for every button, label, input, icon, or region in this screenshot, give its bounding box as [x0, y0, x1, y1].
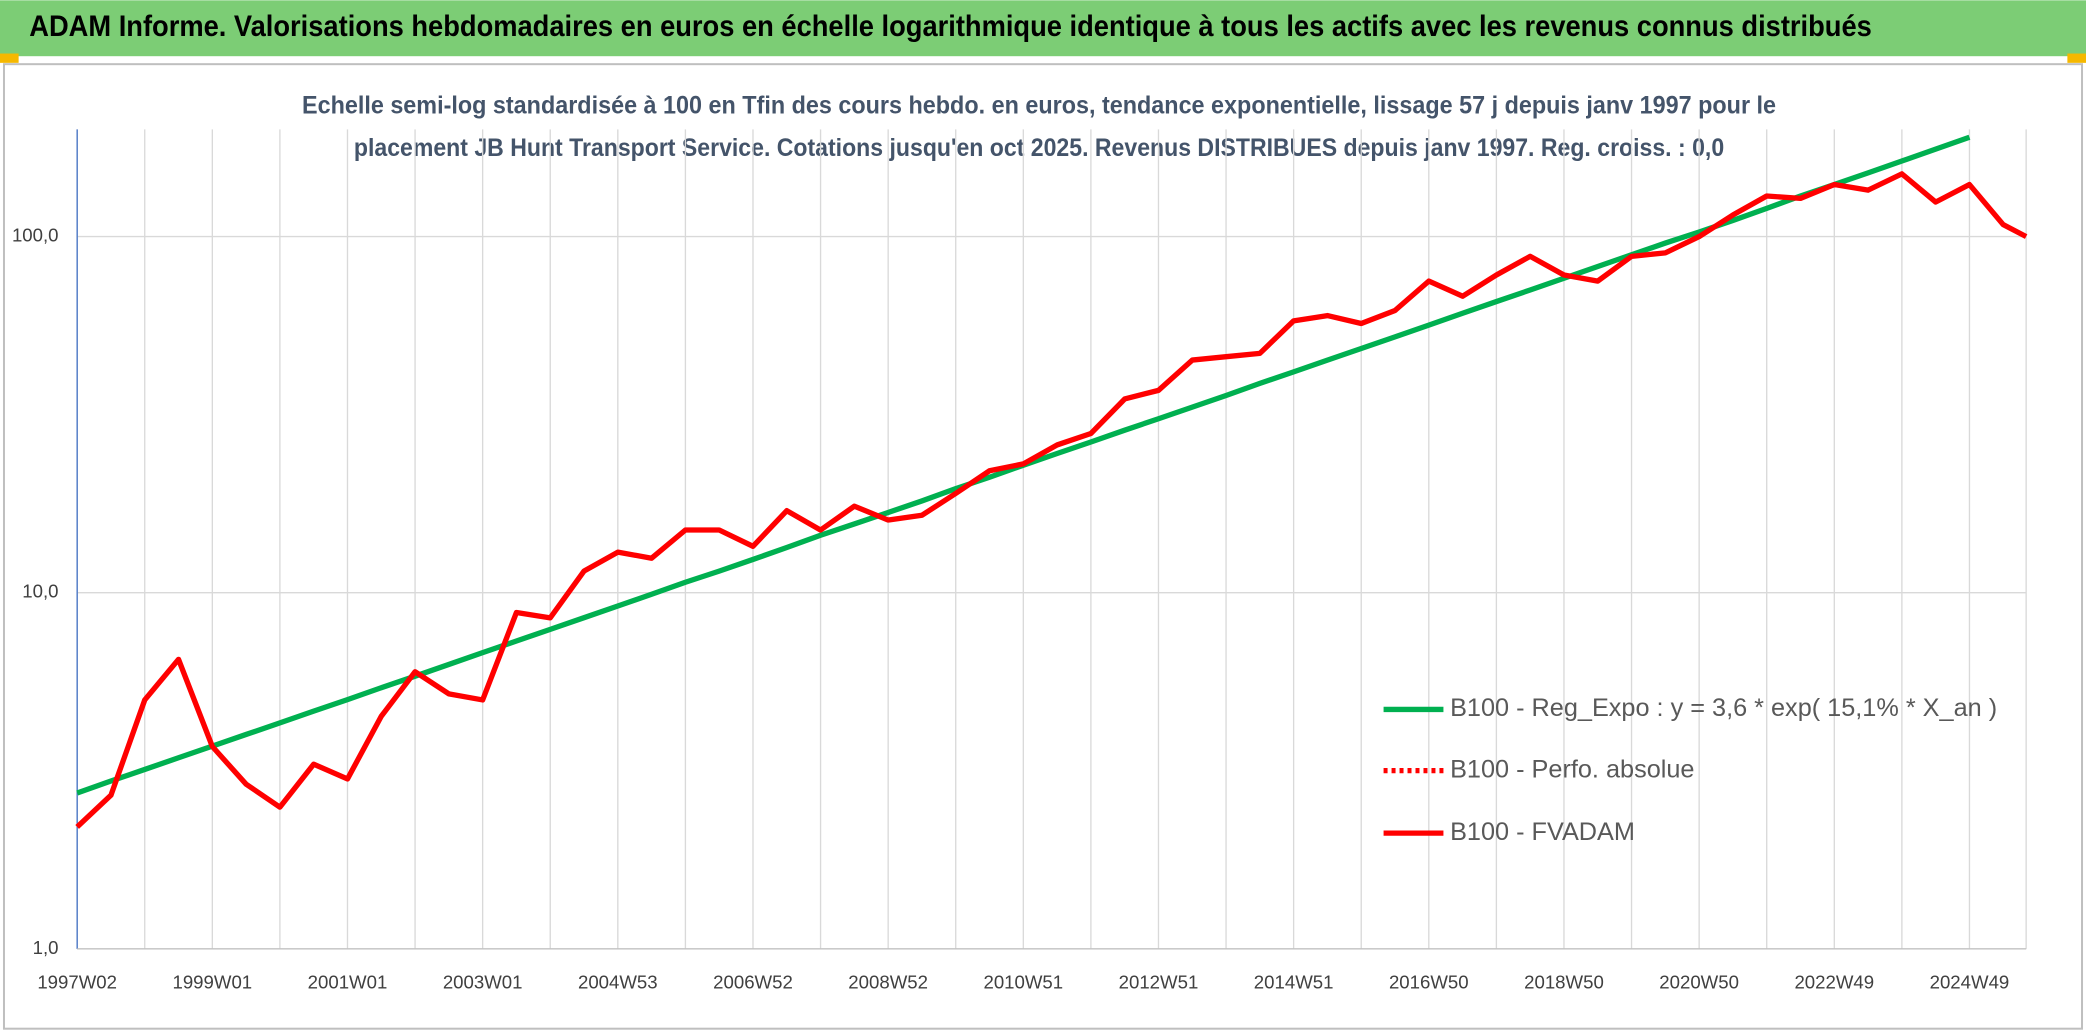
corner	[2067, 53, 2086, 63]
corner	[0, 53, 19, 63]
x-tick-label: 2024W49	[1930, 971, 2010, 992]
chart-subtitle: Echelle semi-log standardisée à 100 en T…	[302, 91, 1776, 119]
y-tick-label: 100,0	[12, 224, 59, 245]
legend-label: B100 - Reg_Expo : y = 3,6 * exp( 15,1% *…	[1450, 694, 1997, 722]
x-tick-label: 2010W51	[983, 971, 1063, 992]
x-tick-label: 2012W51	[1119, 971, 1199, 992]
chart-subtitle: placement JB Hunt Transport Service. Cot…	[354, 134, 1724, 162]
title-bar	[0, 0, 2086, 57]
x-tick-label: 2004W53	[578, 971, 658, 992]
x-tick-label: 1997W02	[37, 971, 117, 992]
x-tick-label: 2020W50	[1659, 971, 1739, 992]
x-tick-label: 2016W50	[1389, 971, 1469, 992]
x-tick-label: 2003W01	[443, 971, 523, 992]
x-tick-label: 2014W51	[1254, 971, 1334, 992]
legend-label: B100 - FVADAM	[1450, 818, 1635, 846]
x-tick-label: 2018W50	[1524, 971, 1604, 992]
x-tick-label: 2001W01	[308, 971, 388, 992]
x-tick-label: 2006W52	[713, 971, 793, 992]
line-series	[75, 171, 2028, 829]
chart-title: ADAM Informe. Valorisations hebdomadaire…	[29, 11, 1872, 43]
x-tick-label: 2008W52	[848, 971, 928, 992]
y-tick-label: 10,0	[22, 581, 58, 602]
x-tick-label: 1999W01	[172, 971, 252, 992]
x-tick-label: 2022W49	[1794, 971, 1874, 992]
y-tick-label: 1,0	[33, 937, 59, 958]
chart-frame	[2, 63, 2084, 1030]
legend-label: B100 - Perfo. absolue	[1450, 755, 1694, 783]
